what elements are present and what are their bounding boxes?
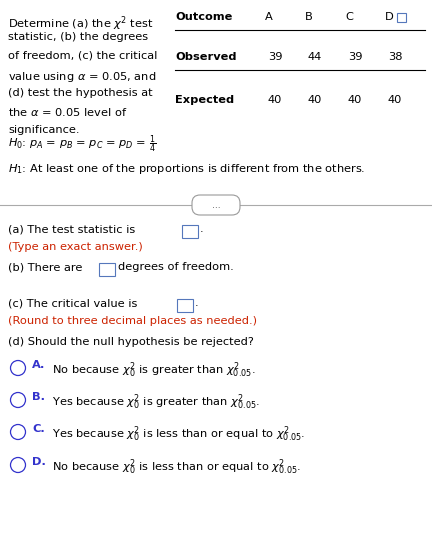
Text: $H_0$: $p_A$ = $p_B$ = $p_C$ = $p_D$ = $\frac{1}{4}$: $H_0$: $p_A$ = $p_B$ = $p_C$ = $p_D$ = $…: [8, 133, 156, 154]
Text: Determine (a) the $\chi^{2}$ test: Determine (a) the $\chi^{2}$ test: [8, 14, 153, 32]
FancyBboxPatch shape: [192, 195, 240, 215]
Text: Observed: Observed: [175, 52, 236, 62]
Text: (Round to three decimal places as needed.): (Round to three decimal places as needed…: [8, 316, 257, 326]
Text: 39: 39: [268, 52, 283, 62]
FancyBboxPatch shape: [99, 263, 115, 276]
Text: No because $\chi^2_0$ is greater than $\chi^2_{0.05}$.: No because $\chi^2_0$ is greater than $\…: [52, 360, 255, 380]
FancyBboxPatch shape: [182, 225, 198, 238]
Text: A: A: [265, 12, 273, 22]
Text: (d) test the hypothesis at: (d) test the hypothesis at: [8, 88, 152, 98]
Text: degrees of freedom.: degrees of freedom.: [118, 262, 234, 272]
Text: C: C: [345, 12, 353, 22]
Text: 38: 38: [388, 52, 403, 62]
Text: 40: 40: [268, 95, 283, 105]
Circle shape: [10, 457, 25, 472]
Text: 44: 44: [308, 52, 322, 62]
Text: ...: ...: [212, 201, 220, 210]
Text: statistic, (b) the degrees: statistic, (b) the degrees: [8, 32, 148, 42]
Text: (Type an exact answer.): (Type an exact answer.): [8, 242, 143, 252]
Text: .: .: [195, 298, 199, 308]
Text: D: D: [385, 12, 394, 22]
Text: of freedom, (c) the critical: of freedom, (c) the critical: [8, 51, 157, 61]
Text: (c) The critical value is: (c) The critical value is: [8, 298, 137, 308]
Text: (d) Should the null hypothesis be rejected?: (d) Should the null hypothesis be reject…: [8, 337, 254, 347]
Text: 40: 40: [348, 95, 362, 105]
Text: (a) The test statistic is: (a) The test statistic is: [8, 224, 135, 234]
Text: .: .: [200, 224, 203, 234]
FancyBboxPatch shape: [177, 299, 193, 312]
Text: 39: 39: [348, 52, 362, 62]
Text: the $\alpha$ = 0.05 level of: the $\alpha$ = 0.05 level of: [8, 107, 127, 119]
Circle shape: [10, 424, 25, 439]
Text: significance.: significance.: [8, 125, 79, 135]
Text: No because $\chi^2_0$ is less than or equal to $\chi^2_{0.05}$.: No because $\chi^2_0$ is less than or eq…: [52, 457, 301, 477]
Text: A.: A.: [32, 360, 45, 370]
Text: B.: B.: [32, 392, 45, 402]
Text: Outcome: Outcome: [175, 12, 232, 22]
Circle shape: [10, 392, 25, 408]
Text: D.: D.: [32, 457, 46, 467]
Text: $H_1$: At least one of the proportions is different from the others.: $H_1$: At least one of the proportions i…: [8, 162, 365, 176]
Text: 40: 40: [388, 95, 402, 105]
Text: C.: C.: [32, 424, 45, 434]
Text: Yes because $\chi^2_0$ is greater than $\chi^2_{0.05}$.: Yes because $\chi^2_0$ is greater than $…: [52, 392, 260, 411]
FancyBboxPatch shape: [397, 13, 406, 22]
Text: B: B: [305, 12, 313, 22]
Text: value using $\alpha$ = 0.05, and: value using $\alpha$ = 0.05, and: [8, 69, 156, 83]
Text: (b) There are: (b) There are: [8, 262, 83, 272]
Text: 40: 40: [308, 95, 322, 105]
Text: Expected: Expected: [175, 95, 234, 105]
Text: Yes because $\chi^2_0$ is less than or equal to $\chi^2_{0.05}$.: Yes because $\chi^2_0$ is less than or e…: [52, 424, 305, 444]
Circle shape: [10, 361, 25, 376]
